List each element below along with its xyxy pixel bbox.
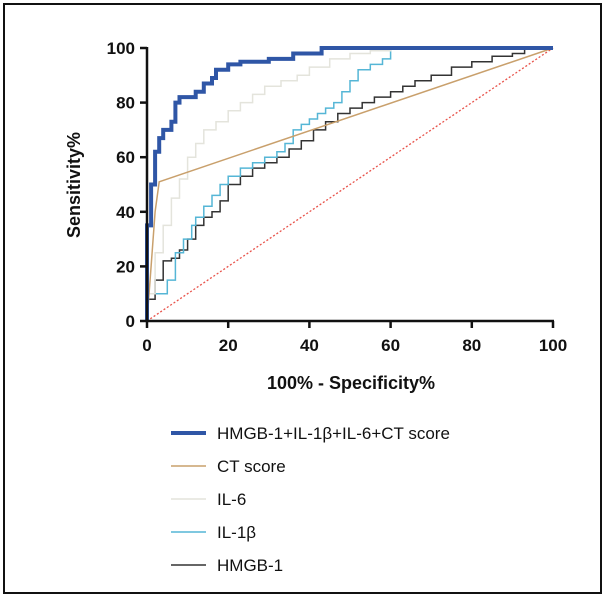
legend-label-combined-model: HMGB-1+IL-1β+IL-6+CT score xyxy=(217,424,450,443)
series-line-ct-score xyxy=(146,47,554,322)
legend-label-il-1b: IL-1β xyxy=(217,523,256,542)
series-line-combined-model xyxy=(145,46,553,321)
legend-label-hmgb-1: HMGB-1 xyxy=(217,556,283,575)
series-line-il-6 xyxy=(146,47,553,321)
y-tick-label: 60 xyxy=(116,148,135,167)
y-tick-label: 0 xyxy=(126,312,135,331)
legend-label-ct-score: CT score xyxy=(217,457,286,476)
legend: HMGB-1+IL-1β+IL-6+CT score CT score IL-6 IL… xyxy=(171,424,450,575)
y-tick-label: 40 xyxy=(116,203,135,222)
legend-label-il-6: IL-6 xyxy=(217,490,246,509)
y-tick-label: 100 xyxy=(107,39,135,58)
x-tick-label: 20 xyxy=(219,336,238,355)
x-axis-title: 100% - Specificity% xyxy=(267,373,435,393)
figure-frame xyxy=(3,3,602,594)
x-tick-label: 40 xyxy=(300,336,319,355)
plot-marks xyxy=(145,46,554,322)
x-tick-label: 100 xyxy=(539,336,567,355)
y-tick-label: 20 xyxy=(116,257,135,276)
x-tick-label: 0 xyxy=(142,336,151,355)
x-tick-label: 80 xyxy=(462,336,481,355)
axes: 0 20 40 60 80 100 0 20 40 60 80 100 xyxy=(107,39,568,355)
y-tick-label: 80 xyxy=(116,94,135,113)
x-tick-label: 60 xyxy=(381,336,400,355)
series-line-hmgb-1 xyxy=(146,47,553,321)
reference-diagonal-line xyxy=(146,47,554,322)
series-line-il-1b xyxy=(146,47,553,321)
y-axis-title: Sensitivity% xyxy=(64,132,84,238)
